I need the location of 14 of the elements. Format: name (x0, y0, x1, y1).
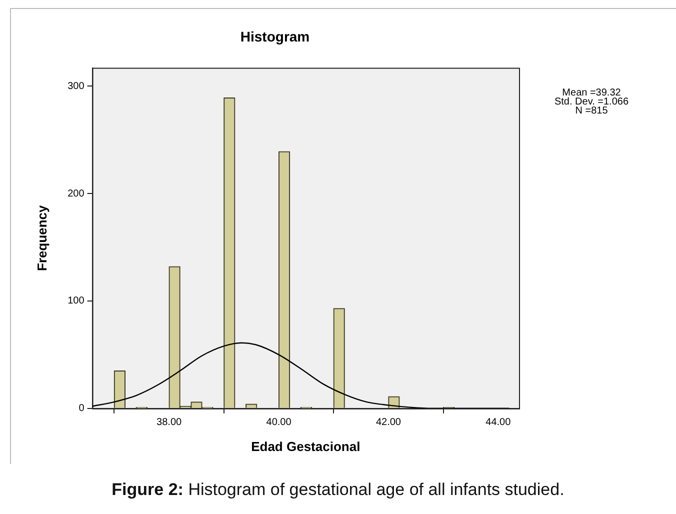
y-tick-label: 0 (78, 403, 85, 414)
chart-title: Histogram (240, 28, 310, 44)
y-tick-label: 100 (68, 296, 85, 307)
x-tick-label: 42.00 (376, 417, 402, 428)
y-tick-label: 300 (68, 80, 85, 92)
y-axis-title: Frequency (34, 204, 50, 271)
x-tick-label: 44.00 (486, 417, 512, 428)
text: Std. Dev. =1.066 (554, 96, 629, 108)
y-tick-label: 200 (68, 188, 85, 200)
caption: Figure 2: Histogram of gestational age of all infants studied. (110, 480, 566, 500)
x-axis-title: Edad Gestacional (251, 438, 360, 454)
x-tick-label: 38.00 (156, 417, 182, 428)
x-tick-label: 40.00 (266, 417, 292, 428)
text: N =815 (575, 106, 608, 117)
